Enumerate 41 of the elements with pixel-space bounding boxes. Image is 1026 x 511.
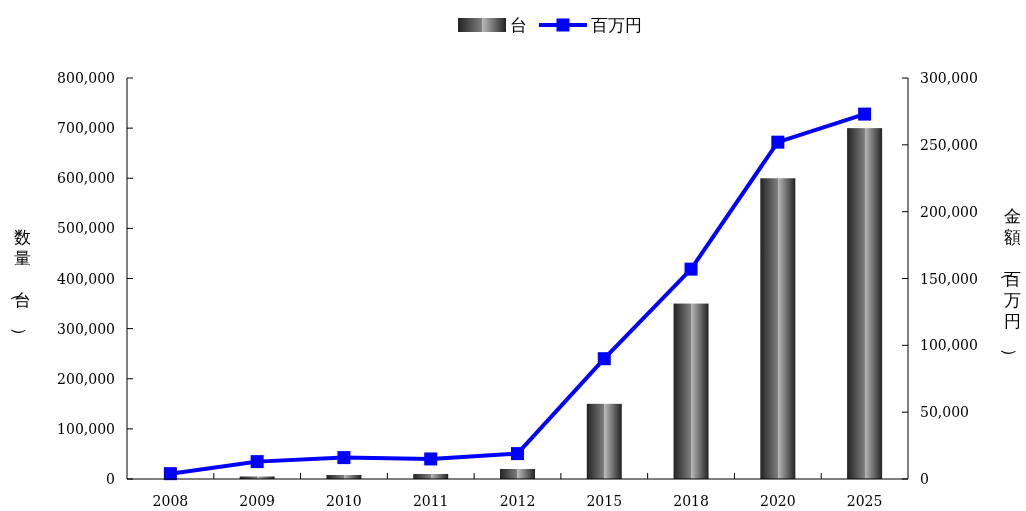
point: [858, 107, 872, 121]
bar: [847, 128, 883, 479]
y2-tick-label: 50,000: [920, 404, 969, 421]
bar: [673, 303, 709, 479]
point: [511, 447, 524, 461]
x-tick-label: 2020: [760, 493, 796, 509]
legend-label: 台: [510, 15, 527, 35]
y-tick-label: 600,000: [57, 170, 115, 187]
y-tick-label: 500,000: [57, 220, 115, 237]
y2-tick-label: 300,000: [920, 70, 978, 86]
x-tick-label: 2012: [499, 493, 536, 509]
y-tick-label: 400,000: [57, 270, 115, 287]
y-tick-label: 800,000: [57, 70, 115, 86]
bar: [760, 178, 796, 479]
point: [424, 452, 438, 466]
x-tick-label: 2009: [239, 493, 275, 509]
point: [684, 262, 698, 276]
point: [250, 455, 264, 469]
x-tick-label: 2018: [673, 493, 709, 509]
point: [337, 451, 351, 465]
y-tick-label: 0: [106, 471, 115, 487]
bar: [586, 403, 622, 479]
x-tick-label: 2011: [412, 493, 449, 509]
y-tick-label: 200,000: [57, 370, 115, 387]
y2-tick-label: 200,000: [920, 203, 978, 220]
x-tick-label: 2010: [326, 493, 362, 509]
point: [597, 352, 611, 366]
y2-tick-label: 250,000: [920, 136, 978, 153]
x-tick-label: 2025: [846, 493, 883, 509]
y-axis-title: 数量（台）: [9, 226, 31, 344]
bar: [500, 468, 535, 479]
y-tick-label: 300,000: [57, 320, 115, 337]
point: [771, 135, 785, 149]
y2-tick-label: 100,000: [920, 337, 978, 354]
legend-label: 百万円: [591, 15, 642, 35]
x-tick-label: 2008: [152, 493, 189, 509]
y-tick-label: 700,000: [57, 120, 115, 137]
y2-tick-label: 150,000: [920, 270, 978, 287]
y-tick-label: 100,000: [57, 420, 115, 437]
x-tick-label: 2015: [586, 493, 623, 509]
y2-tick-label: 0: [920, 471, 929, 487]
